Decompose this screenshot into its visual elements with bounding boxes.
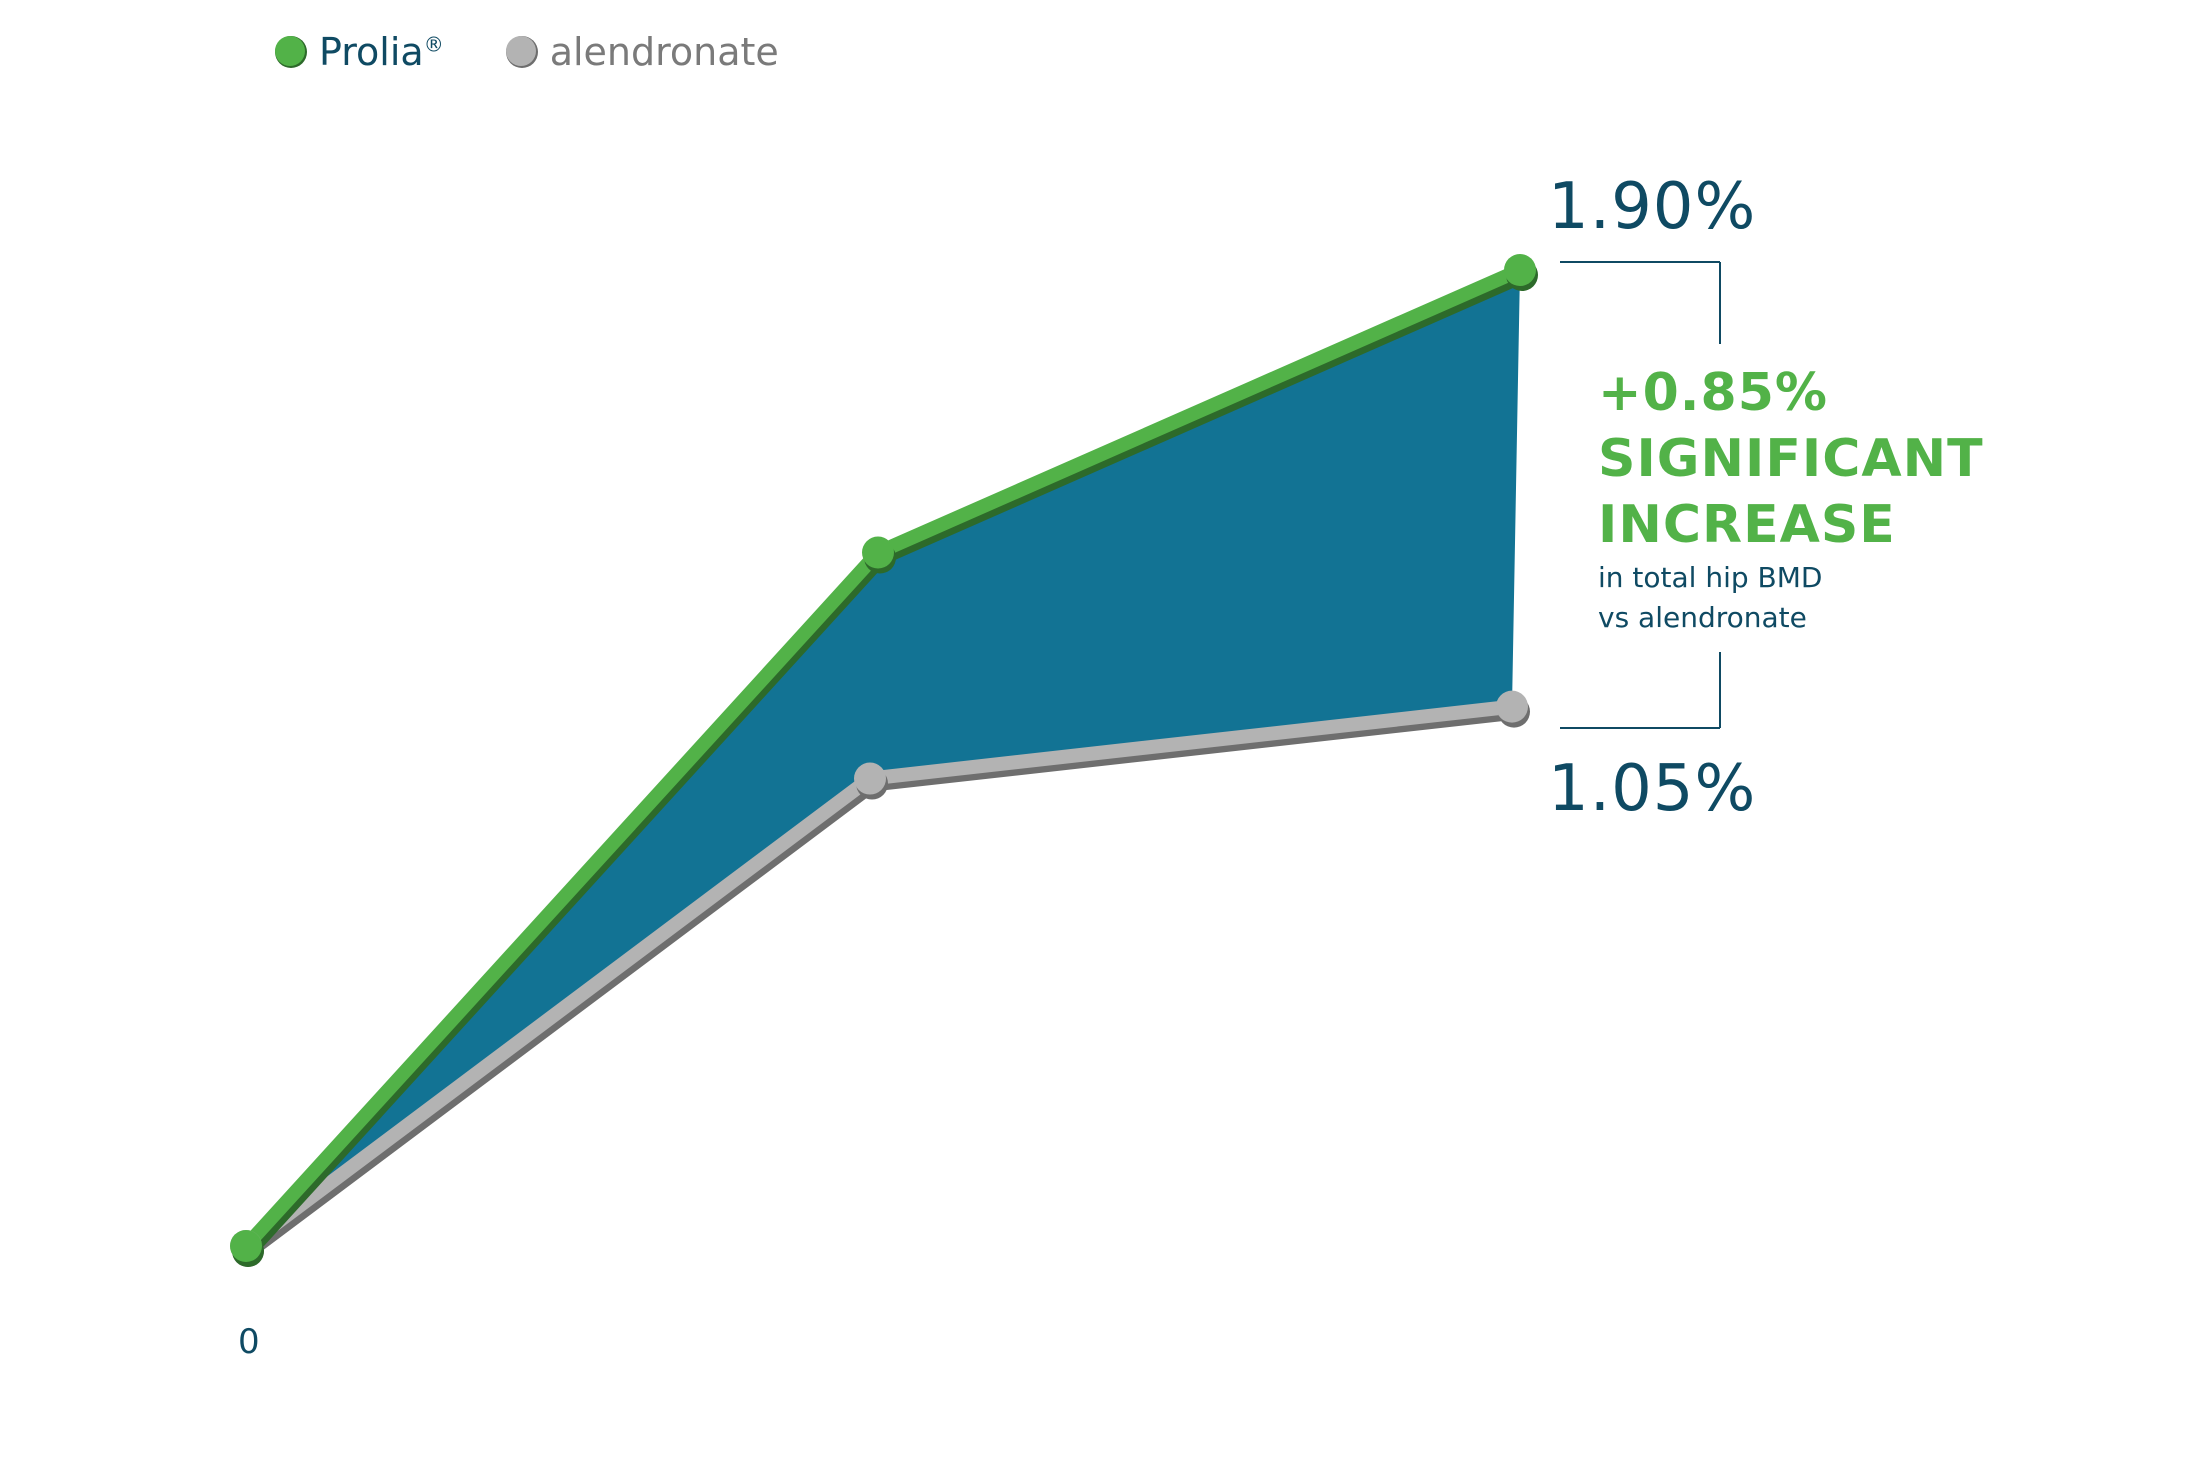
callout-delta: +0.85% — [1598, 363, 1828, 423]
prolia-data-point-0 — [230, 1230, 262, 1262]
bracket-layer — [1560, 261, 1721, 729]
data-points-layer — [230, 254, 1538, 1267]
prolia-data-point-2 — [1504, 254, 1536, 286]
significance-callout: +0.85% SIGNIFICANT INCREASE in total hip… — [1598, 360, 1984, 638]
prolia-dot-icon — [275, 36, 307, 68]
alendronate-end-value-label: 1.05% — [1548, 752, 1757, 826]
callout-significant: SIGNIFICANT — [1598, 429, 1984, 489]
callout-subtext-1: in total hip BMD — [1598, 561, 1823, 594]
legend-item-alendronate: alendronate — [505, 30, 779, 74]
callout-increase: INCREASE — [1598, 495, 1896, 555]
callout-subtext-2: vs alendronate — [1598, 601, 1807, 634]
chart-legend: Prolia® alendronate — [275, 30, 841, 74]
legend-item-prolia: Prolia® — [275, 30, 444, 74]
prolia-data-point-1 — [862, 536, 894, 569]
legend-label-prolia: Prolia® — [319, 30, 444, 74]
registered-mark: ® — [423, 32, 444, 57]
alendronate-data-point-1 — [854, 762, 886, 795]
prolia-end-value-label: 1.90% — [1548, 170, 1757, 244]
legend-label-alendronate: alendronate — [549, 30, 779, 74]
y-axis-zero-label: 0 — [238, 1322, 260, 1362]
alendronate-data-point-2 — [1496, 690, 1528, 723]
alendronate-dot-icon — [505, 36, 538, 68]
